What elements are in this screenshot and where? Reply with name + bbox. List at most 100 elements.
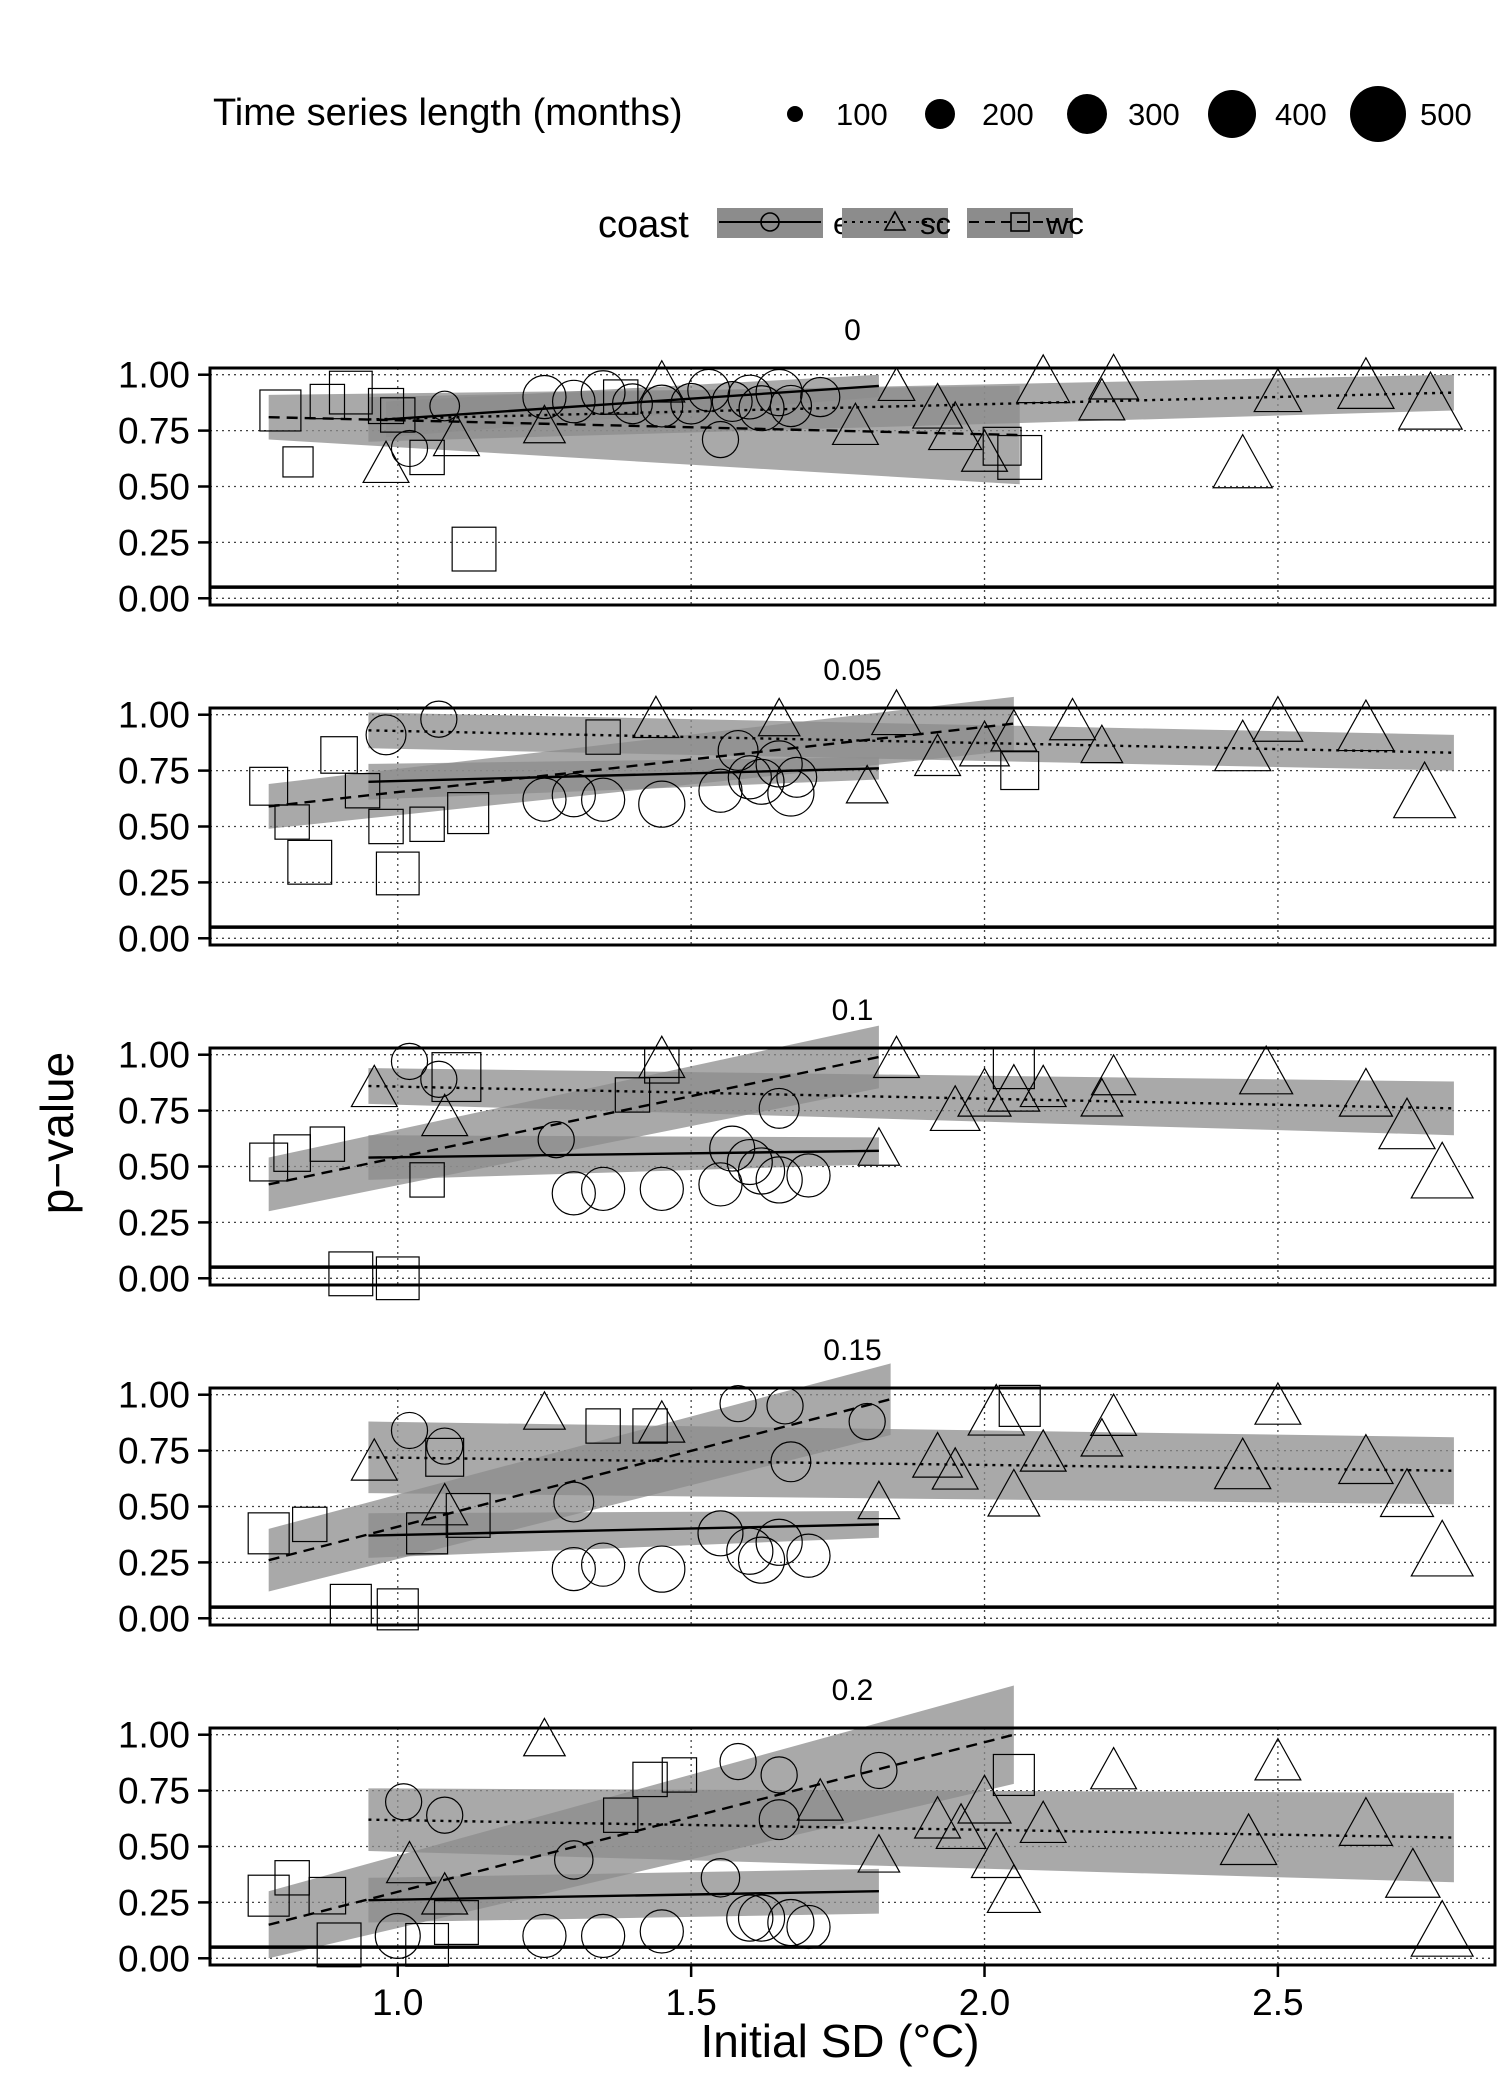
point-ec (580, 1542, 626, 1587)
panel-title: 0.05 (823, 654, 881, 687)
point-wc (328, 370, 373, 415)
point-sc (870, 688, 923, 736)
point-ec (580, 1166, 626, 1212)
point-sc (1089, 1392, 1138, 1436)
y-tick-label: 1.00 (118, 355, 190, 396)
point-wc (431, 1052, 482, 1103)
point-ec (420, 700, 458, 738)
point-ec (755, 1518, 803, 1566)
point-sc (1253, 1381, 1302, 1425)
y-tick-label: 0.50 (118, 1827, 190, 1868)
fit-line-sc (368, 391, 1454, 421)
point-sc (958, 719, 1011, 767)
y-tick-label: 0.25 (118, 1882, 190, 1923)
point-sc (987, 1468, 1041, 1517)
legend-label-wc: wc (1045, 206, 1084, 241)
point-wc (982, 426, 1022, 466)
point-wc (308, 1876, 347, 1915)
y-tick-label: 1.00 (118, 1035, 190, 1076)
point-sc (432, 413, 481, 457)
point-sc (1080, 1077, 1124, 1117)
point-sc (911, 1431, 964, 1478)
point-wc (614, 1077, 651, 1113)
point-ec (698, 1162, 743, 1207)
point-sc (857, 1833, 901, 1873)
point-ec (786, 1153, 831, 1198)
fit-line-sc (368, 1818, 1454, 1839)
point-ec (755, 368, 803, 417)
point-ec (551, 379, 596, 424)
size-key-400 (1208, 90, 1256, 138)
y-tick-label: 0.25 (118, 1542, 190, 1583)
point-sc (637, 359, 686, 403)
point-ec (786, 1533, 831, 1578)
size-key-200 (925, 99, 955, 129)
x-axis: 1.0 1.5 2.0 2.5 (372, 1965, 1304, 2023)
point-sc (350, 1437, 399, 1481)
point-wc (602, 1797, 639, 1833)
point-ec (776, 756, 818, 798)
point-ec (420, 1060, 458, 1098)
size-label-200: 200 (982, 97, 1034, 132)
point-sc (857, 1480, 901, 1520)
point-sc (1238, 1044, 1294, 1095)
y-axis-title: p−value (31, 1052, 83, 1214)
point-sc (420, 1093, 469, 1137)
point-ec (737, 1894, 786, 1942)
point-sc (632, 695, 680, 739)
point-wc (409, 806, 445, 843)
point-ec (426, 1796, 464, 1834)
point-ec (365, 714, 407, 756)
point-sc (1212, 433, 1274, 489)
point-wc (409, 439, 445, 476)
fit-line-sc (368, 1456, 1454, 1472)
point-ec (429, 390, 461, 422)
point-wc (316, 1922, 362, 1968)
point-wc (247, 1512, 290, 1555)
point-sc (987, 1063, 1041, 1112)
point-sc (522, 1390, 567, 1430)
point-wc (433, 1900, 479, 1946)
point-ec (639, 1166, 684, 1212)
point-wc (247, 1874, 290, 1917)
point-sc (1338, 1796, 1394, 1846)
point-wc (992, 1753, 1035, 1797)
y-tick-label: 0.50 (118, 1147, 190, 1188)
point-sc (1213, 1436, 1272, 1490)
point-sc (1048, 697, 1097, 741)
point-ec (638, 780, 686, 828)
point-wc (249, 1142, 289, 1182)
y-tick-label: 0.25 (118, 1202, 190, 1243)
point-ec (769, 384, 813, 428)
point-sc (796, 1777, 845, 1821)
point-wc (287, 839, 333, 885)
point-ec (860, 1751, 898, 1790)
point-sc (1410, 1141, 1475, 1199)
size-legend: Time series length (months) 100 200 300 … (213, 86, 1472, 142)
panel-3: 0.1 0.00 0.25 0.50 0.75 1.00 (118, 994, 1497, 1301)
point-sc (1384, 1847, 1442, 1898)
legend-label-sc: sc (920, 206, 951, 241)
y-tick-label: 0.75 (118, 411, 190, 452)
point-sc (957, 1067, 1013, 1117)
point-sc (960, 428, 1009, 472)
coast-legend-title: coast (598, 204, 689, 246)
point-ec (698, 768, 743, 813)
point-sc (927, 400, 983, 451)
point-ec (726, 1894, 774, 1942)
point-ec (738, 758, 785, 805)
point-wc (344, 772, 381, 809)
y-tick-label: 0.00 (118, 1258, 190, 1299)
point-sc (1019, 1064, 1068, 1108)
point-sc (1090, 1053, 1137, 1096)
y-tick-label: 0.75 (118, 1771, 190, 1812)
coast-legend: coast ec sc wc (598, 204, 1084, 246)
point-ec (390, 1411, 429, 1450)
fit-line-wc (268, 1055, 880, 1186)
confidence-band-wc (268, 385, 1020, 485)
point-sc (1252, 695, 1304, 742)
point-sc (1336, 356, 1396, 409)
point-ec (551, 1171, 596, 1216)
size-label-100: 100 (836, 97, 888, 132)
point-ec (553, 1840, 594, 1880)
